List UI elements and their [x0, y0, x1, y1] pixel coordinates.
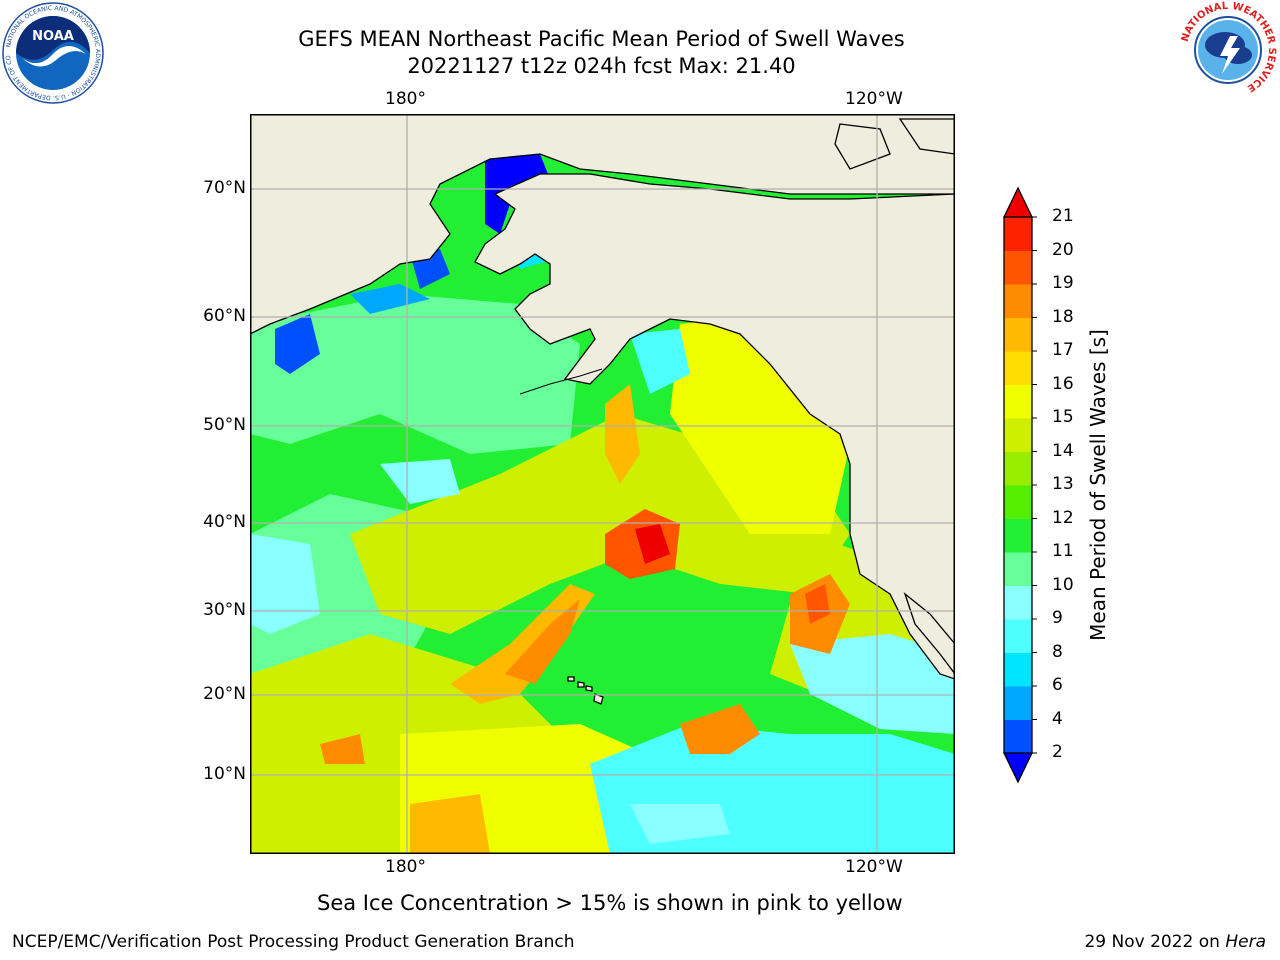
- lat-label-50n: 50°N: [203, 415, 246, 435]
- chart-subtitle: 20221127 t12z 024h fcst Max: 21.40: [407, 54, 796, 78]
- colorbar-tick-label: 12: [1052, 507, 1074, 528]
- footer-date-text: 29 Nov 2022 on: [1084, 932, 1226, 952]
- landmasses: [250, 114, 955, 705]
- colorbar-tick-label: 14: [1052, 440, 1074, 461]
- footer-date: 29 Nov 2022 on Hera: [1084, 932, 1266, 952]
- colorbar-bin: [1004, 351, 1032, 385]
- chart-title: GEFS MEAN Northeast Pacific Mean Period …: [298, 27, 905, 51]
- colorbar-tick-label: 18: [1052, 306, 1074, 327]
- colorbar-tick-label: 9: [1052, 608, 1063, 628]
- lat-label-60n: 60°N: [203, 306, 246, 326]
- colorbar-tick-label: 17: [1052, 340, 1074, 360]
- colorbar-tick-label: 2: [1052, 742, 1063, 762]
- colorbar-over-extension: [1002, 186, 1034, 218]
- colorbar-bin: [1004, 518, 1032, 553]
- map-panel: [250, 114, 955, 854]
- sea-ice-note: Sea Ice Concentration > 15% is shown in …: [317, 891, 903, 915]
- colorbar-tick-label: 16: [1052, 373, 1074, 394]
- swell-period-field: [250, 154, 955, 854]
- colorbar-tick-label: 11: [1052, 541, 1074, 561]
- colorbar-tick-label: 8: [1052, 641, 1063, 662]
- colorbar-bin: [1004, 686, 1032, 720]
- colorbar-bin: [1004, 585, 1032, 620]
- footer-machine: Hera: [1225, 932, 1266, 952]
- lon-label-180-bottom: 180°: [385, 857, 426, 877]
- colorbar-tick-label: 19: [1052, 273, 1074, 293]
- colorbar-tick-label: 15: [1052, 407, 1074, 427]
- colorbar: [1002, 186, 1037, 784]
- lat-label-30n: 30°N: [203, 600, 246, 620]
- noaa-logo-text: NOAA: [32, 29, 74, 44]
- lon-label-180-top: 180°: [385, 89, 426, 109]
- lat-label-40n: 40°N: [203, 512, 246, 532]
- colorbar-bin: [1004, 250, 1032, 285]
- map-frame: [250, 114, 955, 854]
- colorbar-bin: [1004, 619, 1032, 653]
- colorbar-bin: [1004, 317, 1032, 352]
- colorbar-under-extension: [1002, 752, 1034, 784]
- colorbar-bin: [1004, 418, 1032, 452]
- colorbar-bin: [1004, 485, 1032, 519]
- colorbar-tick-label: 13: [1052, 474, 1074, 494]
- nws-logo: NATIONAL WEATHER SERVICE: [1179, 1, 1277, 99]
- colorbar-bin: [1004, 217, 1032, 251]
- colorbar-label: Mean Period of Swell Waves [s]: [1086, 329, 1110, 641]
- colorbar-bin: [1004, 284, 1032, 318]
- colorbar-bin: [1004, 552, 1032, 586]
- lon-label-120w-bottom: 120°W: [845, 857, 903, 877]
- lat-label-10n: 10°N: [203, 764, 246, 784]
- footer-credit: NCEP/EMC/Verification Post Processing Pr…: [12, 932, 575, 952]
- colorbar-tick-label: 10: [1052, 574, 1074, 595]
- colorbar-bin: [1004, 451, 1032, 486]
- gridlines: [250, 114, 955, 854]
- colorbar-tick-label: 6: [1052, 675, 1063, 695]
- colorbar-tick-label: 4: [1052, 708, 1063, 729]
- lon-label-120w-top: 120°W: [845, 89, 903, 109]
- colorbar-bin: [1004, 384, 1032, 419]
- noaa-logo: NATIONAL OCEANIC AND ATMOSPHERIC ADMINIS…: [2, 2, 104, 104]
- colorbar-tick-label: 21: [1052, 206, 1074, 226]
- lat-label-70n: 70°N: [203, 178, 246, 198]
- lat-label-20n: 20°N: [203, 684, 246, 704]
- colorbar-tick-label: 20: [1052, 239, 1074, 260]
- colorbar-bin: [1004, 719, 1032, 754]
- colorbar-bin: [1004, 652, 1032, 687]
